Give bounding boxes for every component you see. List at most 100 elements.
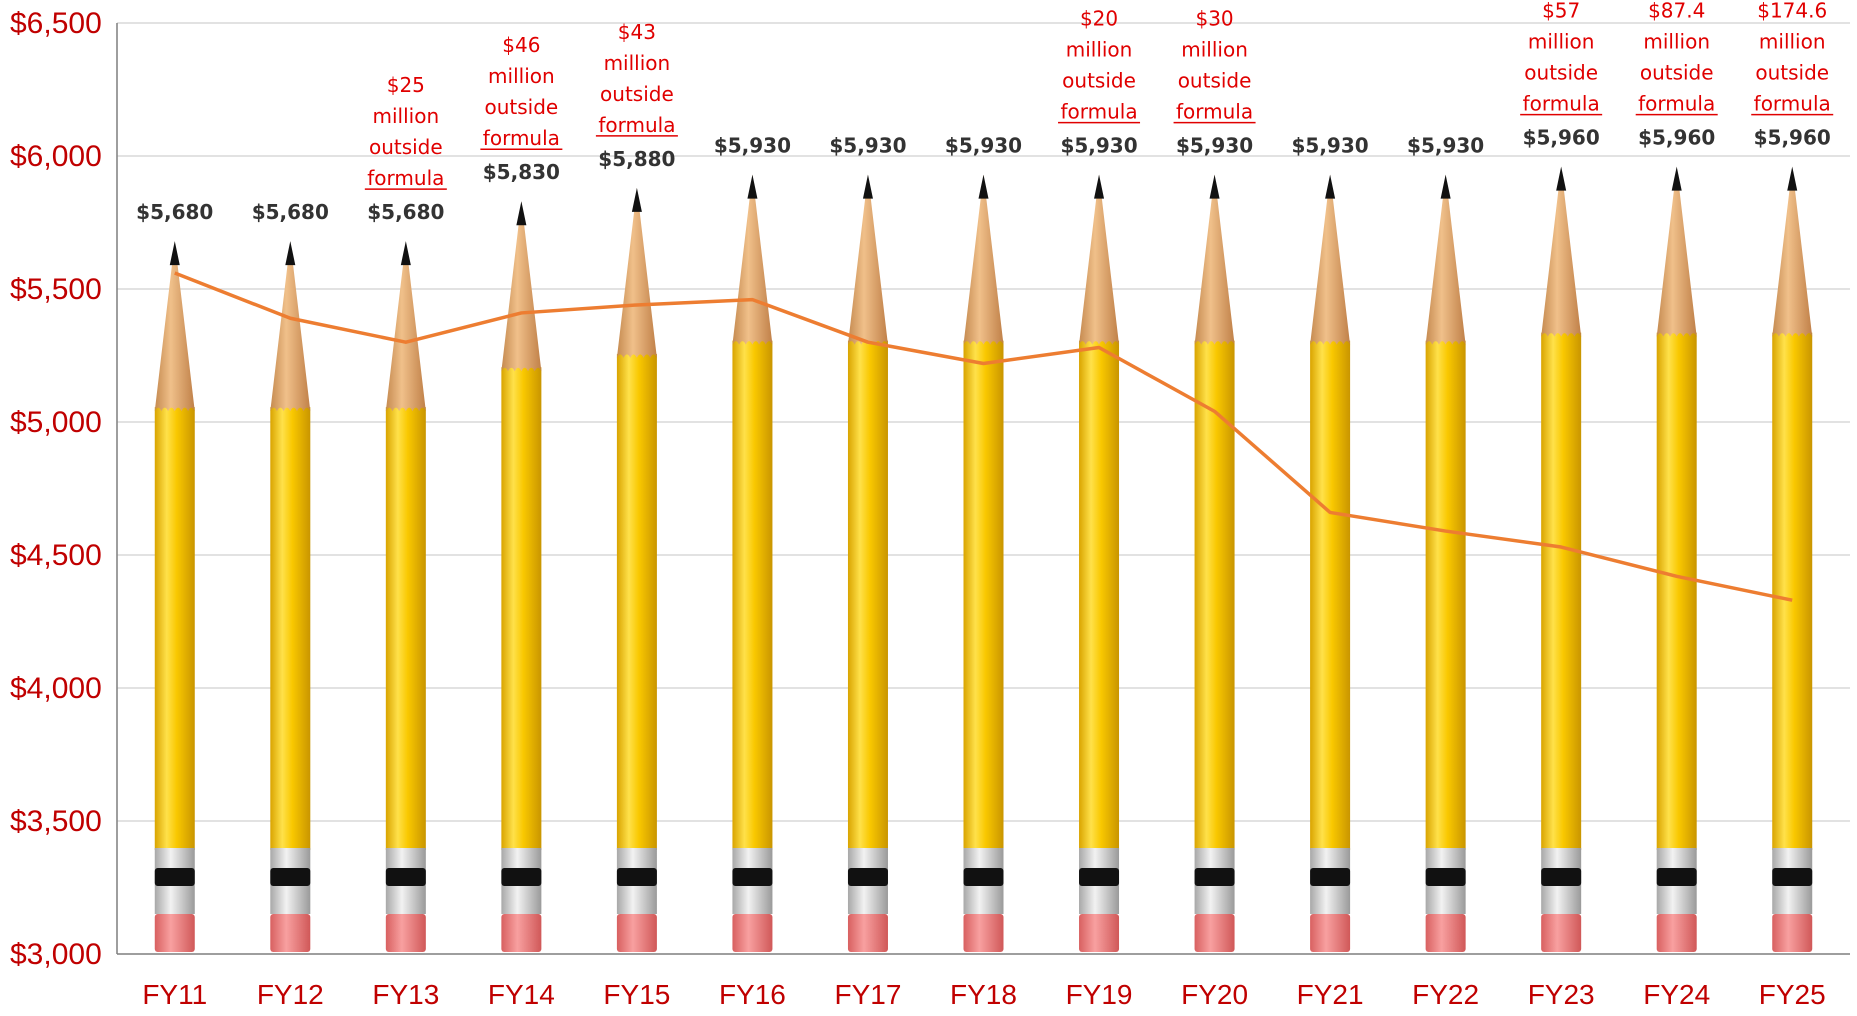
pencil-eraser xyxy=(1079,914,1120,952)
annotation-link: formula xyxy=(598,113,675,137)
pencil-wood xyxy=(616,187,657,358)
pencil-body xyxy=(1425,340,1466,850)
pencil-body xyxy=(1194,340,1235,850)
pencil-bar xyxy=(963,174,1004,952)
value-labels: $5,680 $5,680 $5,680 $5,830 $5,880 $5,930 $5,9… xyxy=(136,126,1831,224)
pencil-body xyxy=(1541,332,1582,850)
pencil-eraser xyxy=(270,914,311,952)
annotation-line: million xyxy=(1643,30,1710,54)
pencil-body xyxy=(732,340,773,850)
annotation-line: $57 xyxy=(1542,0,1580,23)
x-tick-label: FY23 xyxy=(1528,979,1595,1010)
value-label: $5,930 xyxy=(1176,134,1253,158)
pencil-body xyxy=(1772,332,1813,850)
annotation-line: outside xyxy=(1062,69,1136,93)
pencil-eraser xyxy=(154,914,195,952)
pencil-ferrule-band xyxy=(385,868,426,886)
annotation-line: $30 xyxy=(1195,7,1233,31)
pencil-bar xyxy=(1079,174,1120,952)
pencil-ferrule-band xyxy=(1194,868,1235,886)
pencil-eraser xyxy=(1541,914,1582,952)
annotation-line: $87.4 xyxy=(1648,0,1705,23)
pencil-bar xyxy=(732,174,773,952)
annotation-line: outside xyxy=(1524,61,1598,85)
pencil-eraser xyxy=(385,914,426,952)
pencil-tip xyxy=(1325,174,1336,199)
annotation-line: million xyxy=(1759,30,1826,54)
value-label: $5,960 xyxy=(1754,126,1831,150)
x-tick-label: FY11 xyxy=(142,979,207,1010)
value-label: $5,880 xyxy=(598,147,675,171)
pencil-eraser xyxy=(616,914,657,952)
pencil-ferrule-band xyxy=(1541,868,1582,886)
pencil-tip xyxy=(1440,174,1451,199)
pencil-wood xyxy=(732,174,773,345)
value-label: $5,930 xyxy=(945,134,1022,158)
value-label: $5,830 xyxy=(483,160,560,184)
pencil-bar xyxy=(270,241,311,952)
y-tick-label: $5,500 xyxy=(10,273,102,306)
x-tick-label: FY22 xyxy=(1412,979,1479,1010)
pencil-body xyxy=(270,407,311,850)
pencil-wood xyxy=(1079,174,1120,345)
pencil-bar xyxy=(1541,166,1582,952)
value-label: $5,930 xyxy=(829,134,906,158)
pencil-bar xyxy=(1194,174,1235,952)
pencil-tip xyxy=(978,174,989,199)
x-tick-label: FY12 xyxy=(257,979,324,1010)
y-axis-tick-labels: $3,000 $3,500 $4,000 $4,500 $5,000 $5,500 $6,0… xyxy=(10,7,102,971)
x-tick-label: FY19 xyxy=(1066,979,1133,1010)
pencil-tip xyxy=(1094,174,1105,199)
pencil-tip xyxy=(1671,166,1682,191)
pencil-tip xyxy=(516,201,527,226)
pencil-ferrule-band xyxy=(732,868,773,886)
pencil-bar xyxy=(1310,174,1351,952)
axes xyxy=(116,23,1850,955)
pencil-ferrule-band xyxy=(963,868,1004,886)
pencil-ferrule-band xyxy=(154,868,195,886)
y-tick-label: $5,000 xyxy=(10,406,102,439)
x-tick-label: FY15 xyxy=(603,979,670,1010)
pencil-wood xyxy=(1310,174,1351,345)
annotation-line: outside xyxy=(600,82,674,106)
annotation-line: outside xyxy=(369,135,443,159)
pencil-wood xyxy=(847,174,888,345)
x-tick-label: FY14 xyxy=(488,979,555,1010)
pencil-wood xyxy=(1425,174,1466,345)
pencil-eraser xyxy=(847,914,888,952)
annotation-line: million xyxy=(1066,38,1133,62)
pencil-tip xyxy=(1209,174,1220,199)
annotation-link: formula xyxy=(1176,100,1253,124)
pencil-wood xyxy=(1656,166,1697,337)
pencil-ferrule-band xyxy=(270,868,311,886)
value-label: $5,930 xyxy=(1292,134,1369,158)
x-axis-tick-labels: FY11 FY12 FY13 FY14 FY15 FY16 FY17 FY18 FY19 FY20… xyxy=(142,979,1825,1010)
pencil-wood xyxy=(154,241,195,412)
annotation-link: formula xyxy=(1523,92,1600,116)
y-tick-label: $3,500 xyxy=(10,805,102,838)
annotation-link: formula xyxy=(1754,92,1831,116)
pencil-eraser xyxy=(732,914,773,952)
annotation-line: outside xyxy=(1755,61,1829,85)
pencil-wood xyxy=(1194,174,1235,345)
x-tick-label: FY25 xyxy=(1759,979,1826,1010)
y-tick-label: $4,500 xyxy=(10,539,102,572)
annotations: $25 million outside formula $46 million outsid… xyxy=(364,0,1834,190)
pencil-eraser xyxy=(1772,914,1813,952)
pencil-body xyxy=(1079,340,1120,850)
pencil-ferrule-band xyxy=(501,868,542,886)
x-tick-label: FY21 xyxy=(1297,979,1364,1010)
pencil-wood xyxy=(1541,166,1582,337)
value-label: $5,930 xyxy=(1407,134,1484,158)
value-label: $5,960 xyxy=(1638,126,1715,150)
annotation-line: $43 xyxy=(618,20,656,44)
x-tick-label: FY20 xyxy=(1181,979,1248,1010)
annotation-line: million xyxy=(488,64,555,88)
x-tick-label: FY17 xyxy=(834,979,901,1010)
value-label: $5,960 xyxy=(1523,126,1600,150)
annotation-line: million xyxy=(604,51,671,75)
annotation-link: formula xyxy=(1638,92,1715,116)
pencil-body xyxy=(385,407,426,850)
pencil-eraser xyxy=(963,914,1004,952)
